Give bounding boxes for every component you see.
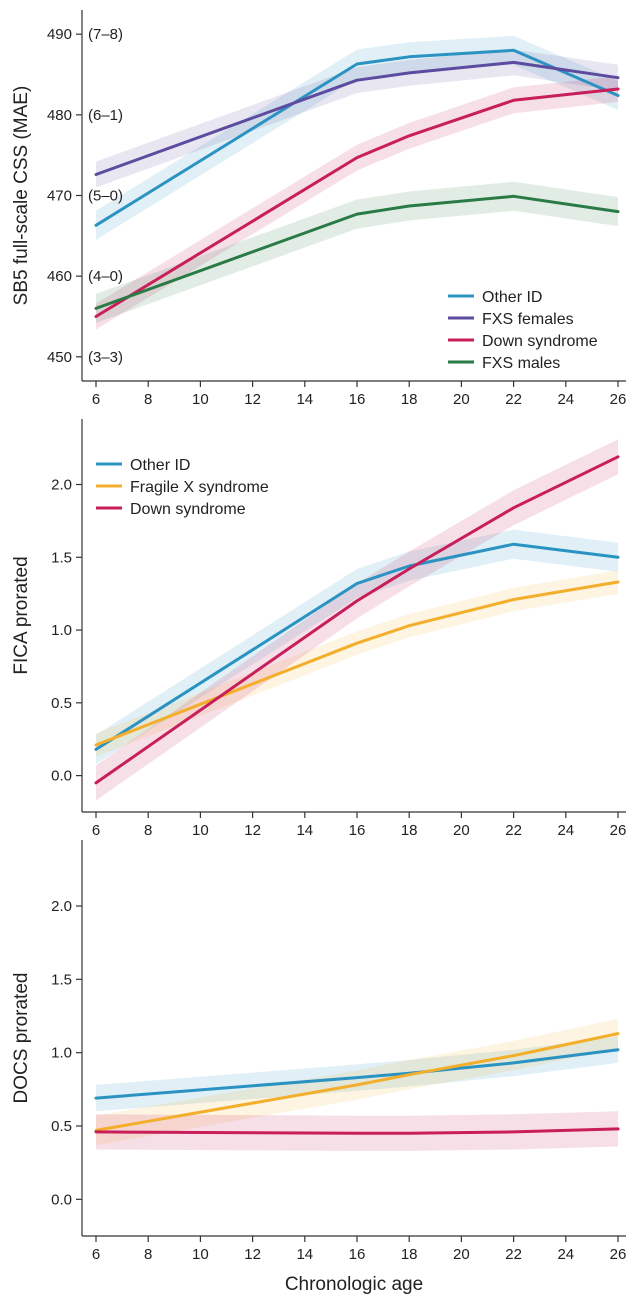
mae-annotation: (4–0) <box>88 268 123 285</box>
x-tick-label: 24 <box>557 391 574 408</box>
x-tick-label: 20 <box>453 822 470 839</box>
series-line-1 <box>94 542 620 751</box>
x-tick-label: 10 <box>192 1246 209 1263</box>
mae-annotation: (7–8) <box>88 26 123 43</box>
legend-label: FXS males <box>482 355 560 372</box>
x-tick-label: 6 <box>92 822 100 839</box>
x-tick-label: 26 <box>610 1246 627 1263</box>
y-tick-label: 0.0 <box>51 1191 72 1208</box>
y-tick-label: 0.5 <box>51 1118 72 1135</box>
series-line-2 <box>94 60 620 176</box>
legend-label: Fragile X syndrome <box>130 479 269 496</box>
series-line-3 <box>94 87 620 318</box>
x-tick-label: 26 <box>610 391 627 408</box>
y-tick-label: 1.5 <box>51 549 72 566</box>
legend-label: Other ID <box>130 457 190 474</box>
legend-label: Other ID <box>482 289 542 306</box>
legend: Other ID Fragile X syndrome Down syndrome <box>96 457 269 518</box>
legend: Other ID FXS females Down syndrome FXS male… <box>448 289 598 372</box>
confidence-band-3 <box>96 439 618 801</box>
series-line-2 <box>94 580 620 747</box>
legend-label: Down syndrome <box>482 333 598 350</box>
x-tick-label: 10 <box>192 391 209 408</box>
legend-label: Down syndrome <box>130 501 246 518</box>
confidence-band-2 <box>96 49 618 188</box>
x-tick-label: 16 <box>349 1246 366 1263</box>
confidence-band-1 <box>96 529 618 764</box>
x-tick-label: 20 <box>453 1246 470 1263</box>
x-tick-label: 6 <box>92 391 100 408</box>
y-tick-label: 2.0 <box>51 477 72 494</box>
x-tick-label: 18 <box>401 391 418 408</box>
x-tick-label: 8 <box>144 1246 152 1263</box>
chart-panel-1: 6 8 10 12 14 16 18 20 22 24 26 450 (3–3) 460 (4–0) 470 (… <box>11 10 626 408</box>
x-tick-label: 18 <box>401 822 418 839</box>
y-tick-label: 1.0 <box>51 1045 72 1062</box>
x-tick-label: 6 <box>92 1246 100 1263</box>
series-line-3 <box>94 1127 620 1135</box>
y-tick-label: 470 <box>47 188 72 205</box>
y-tick-label: 1.5 <box>51 971 72 988</box>
y-tick-label: 1.0 <box>51 622 72 639</box>
x-tick-label: 26 <box>610 822 627 839</box>
x-tick-label: 24 <box>557 822 574 839</box>
x-tick-label: 22 <box>505 1246 522 1263</box>
x-tick-label: 12 <box>244 1246 261 1263</box>
confidence-band-1 <box>96 1036 618 1112</box>
confidence-band-2 <box>96 570 618 757</box>
y-tick-label: 0.5 <box>51 695 72 712</box>
y-tick-label: 2.0 <box>51 898 72 915</box>
x-tick-label: 22 <box>505 391 522 408</box>
confidence-band-1 <box>96 35 618 240</box>
confidence-band-3 <box>96 76 618 330</box>
chart-panel-3: 6 8 10 12 14 16 18 20 22 24 26 0.0 0.5 1.0 1.5 2.0 DOCS … <box>11 840 626 1295</box>
series-line-4 <box>94 194 620 310</box>
x-tick-label: 8 <box>144 822 152 839</box>
x-tick-label: 10 <box>192 822 209 839</box>
mae-annotation: (5–0) <box>88 188 123 205</box>
x-tick-label: 22 <box>505 822 522 839</box>
series-line-1 <box>94 48 620 227</box>
y-axis-title: DOCS prorated <box>11 973 32 1104</box>
y-tick-label: 460 <box>47 268 72 285</box>
x-tick-label: 20 <box>453 391 470 408</box>
x-tick-label: 18 <box>401 1246 418 1263</box>
x-tick-label: 14 <box>296 1246 313 1263</box>
x-tick-label: 12 <box>244 391 261 408</box>
confidence-band-2 <box>96 1018 618 1146</box>
mae-annotation: (6–1) <box>88 107 123 124</box>
confidence-band-4 <box>96 181 618 323</box>
series-line-2 <box>94 1032 620 1132</box>
series-line-3 <box>94 455 620 785</box>
confidence-band-3 <box>96 1111 618 1151</box>
x-tick-label: 14 <box>296 391 313 408</box>
x-tick-label: 16 <box>349 391 366 408</box>
chart-panel-2: 6 8 10 12 14 16 18 20 22 24 26 0.0 0.5 1.0 1.5 2.0 FICA … <box>11 419 626 839</box>
legend-label: FXS females <box>482 311 574 328</box>
x-axis-title: Chronologic age <box>285 1274 423 1295</box>
x-tick-label: 24 <box>557 1246 574 1263</box>
x-tick-label: 14 <box>296 822 313 839</box>
y-axis-title: FICA prorated <box>11 556 32 674</box>
y-axis-title: SB5 full-scale CSS (MAE) <box>11 86 32 306</box>
x-tick-label: 12 <box>244 822 261 839</box>
mae-annotation: (3–3) <box>88 349 123 366</box>
x-tick-label: 8 <box>144 391 152 408</box>
y-tick-label: 450 <box>47 349 72 366</box>
y-tick-label: 480 <box>47 107 72 124</box>
y-tick-label: 490 <box>47 26 72 43</box>
y-tick-label: 0.0 <box>51 768 72 785</box>
x-tick-label: 16 <box>349 822 366 839</box>
